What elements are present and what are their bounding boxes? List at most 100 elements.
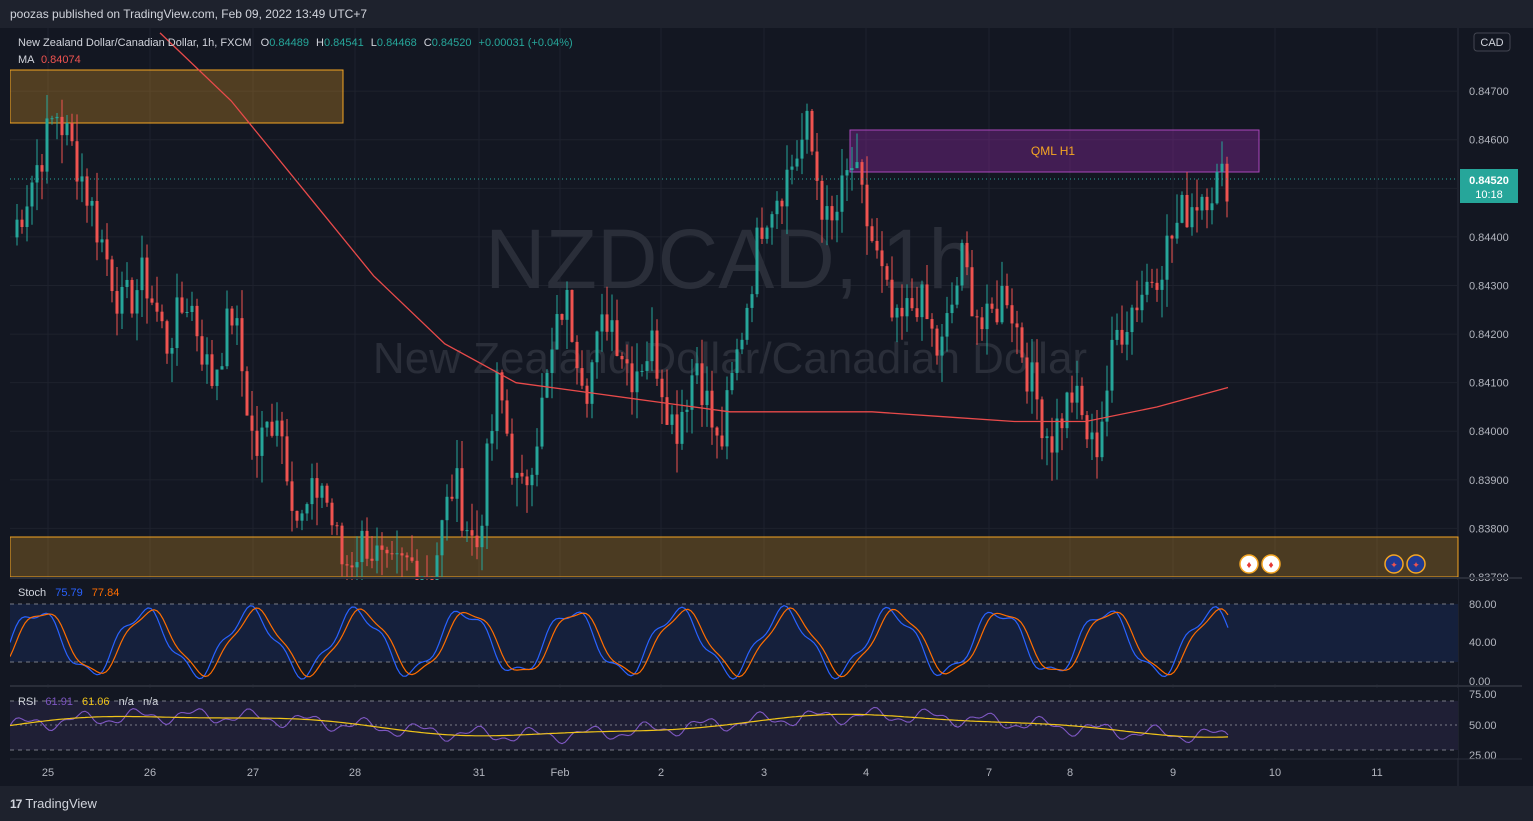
main-pane[interactable] <box>10 28 1458 577</box>
rsi-value: 61.91 <box>45 696 73 708</box>
candle-body <box>1150 281 1154 283</box>
currency-badge[interactable] <box>1473 32 1511 52</box>
candle-body <box>765 227 769 239</box>
candle-body <box>675 414 679 444</box>
tradingview-logo-icon: 17 <box>10 796 22 811</box>
candle-body <box>950 304 954 314</box>
candle-body <box>1085 415 1089 440</box>
tradingview-brand[interactable]: 17 TradingView <box>10 796 97 811</box>
publish-header: poozas published on TradingView.com, Feb… <box>0 0 1533 28</box>
new-zealand-flag-icon[interactable] <box>1406 554 1426 574</box>
candle-body <box>530 474 534 486</box>
stoch-k-value: 75.79 <box>55 587 83 599</box>
candle-body <box>170 348 174 354</box>
candle-body <box>290 481 294 511</box>
stoch-pane[interactable] <box>10 580 1458 684</box>
last-price-label-bg <box>1460 169 1518 203</box>
candle-body <box>1015 323 1019 328</box>
candle-body <box>370 558 374 561</box>
time-axis[interactable]: 25 26 27 28 31 Feb 2 3 4 7 8 9 10 11 <box>42 767 1383 779</box>
candle-body <box>545 372 549 398</box>
stoch-tick-40: 40.00 <box>1469 637 1497 649</box>
candle-body <box>745 307 749 340</box>
candle-body <box>655 330 659 379</box>
candle-body <box>20 219 24 228</box>
stoch-d-line <box>9 607 1229 678</box>
legend-h-val: 0.84541 <box>324 37 364 49</box>
candle-body <box>625 359 629 364</box>
candle-body <box>1045 436 1049 439</box>
candle-body <box>1205 196 1209 211</box>
candle-body <box>585 385 589 404</box>
candle-body <box>1145 281 1149 295</box>
candle-body <box>890 279 894 318</box>
chart-area[interactable]: NZDCAD, 1h New Zealand Dollar/Canadian D… <box>9 28 1522 786</box>
legend-ma-value: 0.84074 <box>41 54 81 66</box>
rsi-tick-75: 75.00 <box>1469 689 1497 701</box>
candle-body <box>930 319 934 329</box>
time-tick-label: 25 <box>42 767 54 779</box>
canada-flag-icon[interactable] <box>1239 554 1259 574</box>
candle-body <box>910 298 914 309</box>
stoch-d-value: 77.84 <box>92 587 120 599</box>
candle-body <box>160 311 164 322</box>
candle-body <box>210 354 214 386</box>
candle-body <box>660 378 664 398</box>
supply-zone[interactable] <box>9 69 344 124</box>
candle-body <box>520 472 524 477</box>
price-scale[interactable] <box>1458 28 1522 786</box>
candle-body <box>1070 392 1074 403</box>
candle-body <box>590 362 594 404</box>
candle-body <box>1220 163 1224 172</box>
demand-zone[interactable] <box>9 536 1459 578</box>
main-legend: New Zealand Dollar/Canadian Dollar, 1h, … <box>18 37 573 66</box>
legend-title: New Zealand Dollar/Canadian Dollar, 1h, … <box>18 37 573 49</box>
rsi-ma-value: 61.06 <box>82 696 110 708</box>
candle-body <box>780 200 784 207</box>
candle-body <box>685 409 689 412</box>
candle-body <box>35 165 39 183</box>
candle-body <box>885 266 889 280</box>
candle-body <box>525 476 529 486</box>
legend-h-key: H <box>316 37 324 49</box>
candle-body <box>385 549 389 554</box>
candle-body <box>535 446 539 475</box>
time-tick-label: 31 <box>473 767 485 779</box>
candle-body <box>855 162 859 169</box>
stoch-label: Stoch <box>18 587 46 599</box>
candle-body <box>40 165 44 172</box>
candle-body <box>1055 418 1059 453</box>
price-tick-label: 0.84000 <box>1469 426 1509 438</box>
canada-flag-icon[interactable] <box>1261 554 1281 574</box>
candle-body <box>995 308 999 323</box>
candle-body <box>260 427 264 456</box>
candle-body <box>795 158 799 167</box>
legend-ma: MA 0.84074 <box>18 54 81 66</box>
candle-body <box>245 371 249 416</box>
event-flags[interactable]: ♦ ♦ ✦ ✦ <box>1239 554 1426 574</box>
qml-zone[interactable] <box>849 129 1260 173</box>
candle-body <box>680 411 684 444</box>
candle-body <box>1180 194 1184 223</box>
candle-body <box>185 312 189 314</box>
candle-body <box>640 370 644 372</box>
candle-body <box>1100 421 1104 458</box>
new-zealand-flag-icon[interactable] <box>1384 554 1404 574</box>
candle-body <box>1165 235 1169 280</box>
rsi-pane[interactable] <box>10 688 1458 758</box>
candle-body <box>70 123 74 142</box>
chart-svg[interactable]: NZDCAD, 1h New Zealand Dollar/Canadian D… <box>9 28 1522 786</box>
candle-body <box>895 307 899 318</box>
candle-body <box>300 513 304 521</box>
candle-body <box>605 314 609 332</box>
candle-body <box>570 289 574 342</box>
candle-body <box>365 530 369 559</box>
candle-body <box>1025 357 1029 392</box>
candle-body <box>75 141 79 182</box>
candle-body <box>630 363 634 393</box>
candle-body <box>425 576 429 578</box>
candle-body <box>1185 194 1189 228</box>
candle-body <box>825 206 829 220</box>
candle-body <box>295 510 299 521</box>
candle-body <box>285 436 289 482</box>
